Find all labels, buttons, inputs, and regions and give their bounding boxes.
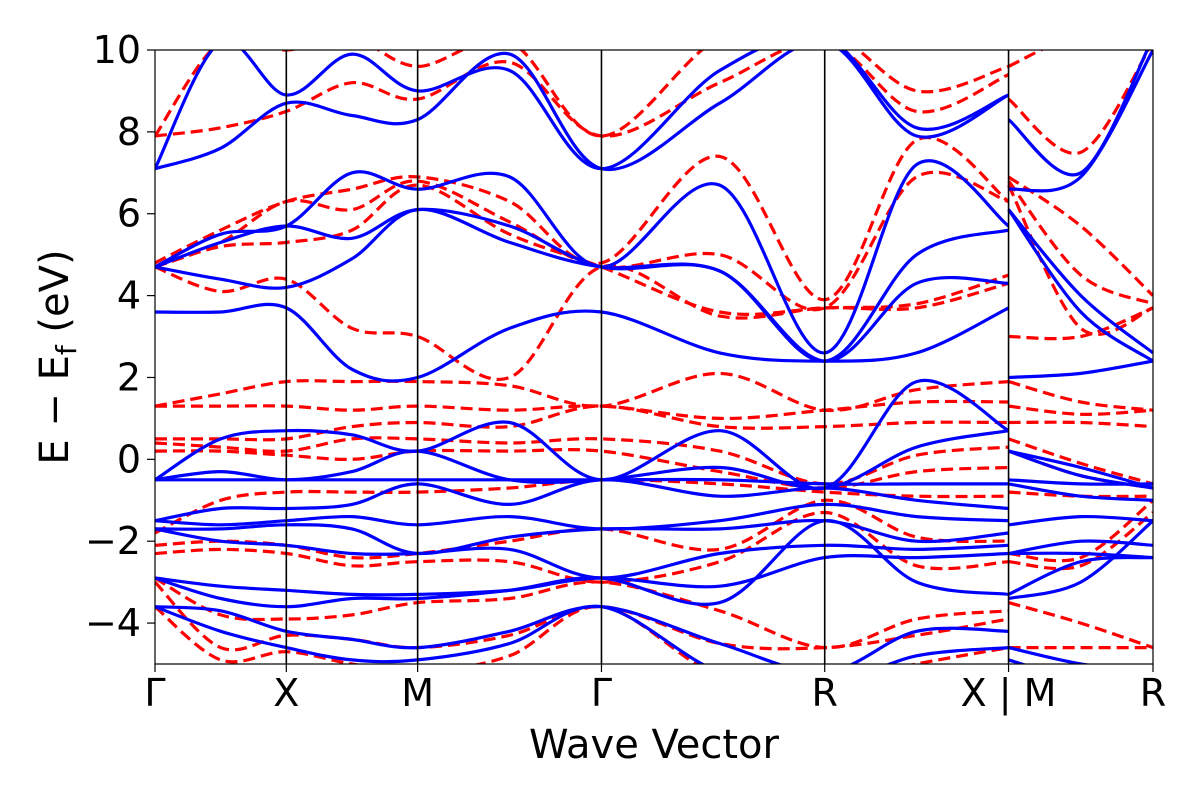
x-tick-label: X | M — [961, 671, 1057, 716]
band-line-dashed — [155, 580, 1009, 652]
x-tick-label: Γ — [144, 671, 165, 715]
band-line-dashed — [155, 605, 1009, 664]
band-line-dashed — [1008, 437, 1153, 486]
y-tick-label: 2 — [117, 355, 141, 399]
band-line-solid — [155, 302, 1010, 383]
x-axis-ticks: Γ X M Γ R X | M R — [144, 664, 1166, 716]
band-line-dashed — [1007, 50, 1151, 156]
band-line-dashed — [155, 436, 1009, 486]
y-tick-label: 8 — [117, 110, 141, 154]
band-line-dashed — [1008, 511, 1153, 571]
band-line-solid — [1007, 50, 1149, 177]
band-line-solid — [1007, 208, 1153, 355]
band-line-dashed — [1008, 306, 1153, 341]
band-line-solid — [155, 477, 1009, 486]
band-line-solid — [155, 604, 1009, 664]
x-tick-label: R — [1140, 671, 1166, 715]
band-line-dashed — [155, 404, 1009, 442]
band-line-solid — [155, 207, 1009, 363]
x-tick-label: Γ — [591, 671, 612, 715]
y-tick-label: 4 — [117, 274, 141, 318]
band-line-dashed — [155, 50, 1010, 138]
y-tick-label: 0 — [117, 437, 141, 481]
band-line-solid — [155, 605, 1009, 664]
y-tick-label: 6 — [117, 192, 141, 236]
band-line-dashed — [155, 264, 1010, 381]
high-symmetry-lines — [285, 50, 1010, 664]
band-line-solid — [1008, 359, 1153, 380]
band-line-solid — [155, 478, 1009, 523]
y-axis-title-main: E − E — [32, 355, 78, 465]
y-tick-label: −4 — [85, 601, 141, 645]
band-line-dashed — [1007, 175, 1153, 297]
band-line-dashed — [155, 50, 1010, 138]
y-tick-label: −2 — [85, 519, 141, 563]
band-line-solid — [155, 519, 1009, 609]
band-line-solid — [1008, 514, 1153, 527]
band-line-dashed — [1007, 180, 1153, 306]
band-line-solid — [155, 207, 1010, 363]
band-line-dashed — [155, 478, 1009, 535]
x-tick-label: X — [273, 671, 299, 715]
band-line-solid — [155, 50, 1010, 171]
band-line-solid — [1007, 208, 1153, 363]
band-line-dashed — [1008, 404, 1153, 416]
band-line-solid — [1008, 50, 1153, 193]
band-line-solid — [1007, 555, 1153, 596]
band-line-dashed — [1007, 184, 1153, 336]
y-axis-ticks: −4 −2 0 2 4 6 8 10 — [85, 28, 155, 645]
band-line-dashed — [1008, 420, 1153, 429]
x-tick-label: R — [812, 671, 838, 715]
y-axis-title-unit: (eV) — [32, 249, 78, 345]
y-axis-title: E − Ef (eV) — [32, 249, 83, 464]
x-tick-label: M — [401, 671, 434, 715]
band-line-dashed — [1008, 380, 1153, 412]
band-line-solid — [155, 518, 1009, 556]
x-axis-title: Wave Vector — [529, 722, 780, 768]
plot-frame — [154, 49, 1154, 665]
band-line-dashed — [1008, 601, 1153, 650]
band-line-solid — [1008, 519, 1153, 601]
band-line-dashed — [155, 371, 1009, 413]
band-line-dashed — [1007, 50, 1045, 68]
band-line-dashed — [1008, 499, 1153, 563]
band-line-solid — [155, 502, 1009, 531]
y-tick-label: 10 — [93, 28, 141, 72]
band-line-dashed — [155, 576, 1009, 650]
band-line-solid — [1008, 482, 1153, 502]
band-line-solid — [155, 527, 1009, 580]
y-axis-title-subscript: f — [50, 344, 83, 355]
band-line-solid — [1008, 646, 1092, 664]
band-line-dashed — [155, 399, 1009, 421]
band-line-solid — [1008, 539, 1153, 556]
band-line-solid — [1008, 478, 1153, 486]
